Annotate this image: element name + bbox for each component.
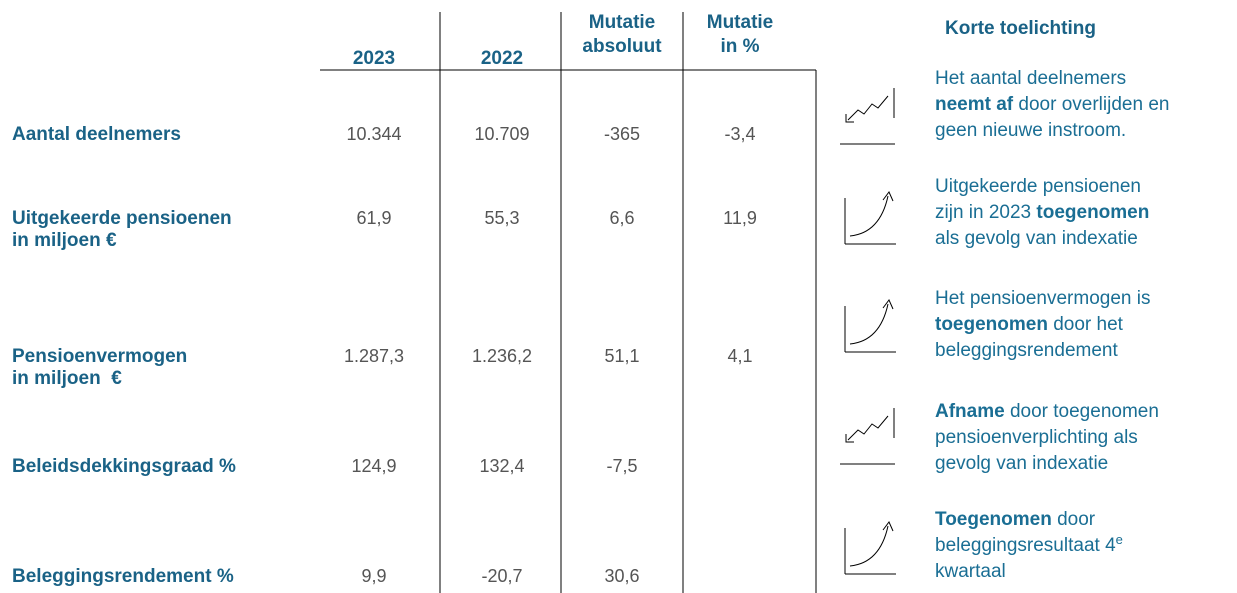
note-text: beleggingsresultaat 4 [935,535,1116,556]
row-label: Aantal deelnemers [12,124,181,145]
note-line: pensioenverplichting als [935,427,1138,448]
cell-value: 30,6 [604,566,639,586]
header-label: in % [720,36,759,57]
row-label: in miljoen € [12,230,117,251]
icon-arrow [845,114,854,123]
note-text: door [1052,509,1096,530]
note-line: beleggingsresultaat 4e [935,532,1123,557]
note-text: Afname [935,401,1005,422]
icon-arrow [882,521,894,532]
note-text: als gevolg van indexatie [935,228,1138,249]
header-label: 2023 [353,48,395,69]
note-line: toegenomen door het [935,314,1124,335]
row-label: in miljoen € [12,368,122,389]
note-line: Toegenomen door [935,509,1096,530]
cell-value: 6,6 [609,208,634,228]
header-explanation: Korte toelichting [945,18,1096,39]
table-row: Aantal deelnemers 10.344 10.709 -365 -3,4 Het… [12,68,1169,145]
note-line: Het pensioenvermogen is [935,288,1150,309]
cell-value: 10.709 [474,124,529,144]
icon-curve [849,195,889,237]
note-text: Het aantal deelnemers [935,68,1126,89]
note-line: Uitgekeerde pensioenen [935,176,1141,197]
cell-value: 1.236,2 [472,346,532,366]
table-row: Beleidsdekkingsgraad % 124,9 132,4 -7,5 Afna… [12,401,1159,477]
cell-value: 61,9 [356,208,391,228]
cell-value: 10.344 [346,124,401,144]
note-text: Uitgekeerde pensioenen [935,176,1141,197]
note-line: Het aantal deelnemers [935,68,1126,89]
cell-value: -7,5 [606,456,637,476]
header-label: Mutatie [707,12,774,33]
note-text: beleggingsrendement [935,340,1118,361]
cell-value: 4,1 [727,346,752,366]
icon-line [847,95,889,121]
cell-value: -3,4 [724,124,755,144]
icon-curve [849,525,889,567]
note-line: zijn in 2023 toegenomen [935,202,1149,223]
note-line: geen nieuwe instroom. [935,120,1126,141]
table-row: Beleggingsrendement % 9,9 -20,7 30,6 Toegeno… [12,509,1123,587]
header-label: Mutatie [589,12,656,33]
cell-value: 51,1 [604,346,639,366]
row-label: Uitgekeerde pensioenen [12,208,232,229]
cell-value: 11,9 [723,208,757,228]
note-text: toegenomen [935,314,1048,335]
header-label: 2022 [481,48,523,69]
row-label: Pensioenvermogen [12,346,187,367]
note-text: neemt af [935,94,1014,115]
note-line: Afname door toegenomen [935,401,1159,422]
note-line: gevolg van indexatie [935,453,1108,474]
row-label: Beleggingsrendement % [12,566,234,587]
cell-value: 55,3 [484,208,519,228]
cell-value: 1.287,3 [344,346,404,366]
note-line: als gevolg van indexatie [935,228,1138,249]
note-text: geen nieuwe instroom. [935,120,1126,141]
note-text: door toegenomen [1005,401,1159,422]
note-text: zijn in 2023 [935,202,1036,223]
note-text: door het [1048,314,1124,335]
note-text: kwartaal [935,561,1006,582]
note-text: Het pensioenvermogen is [935,288,1150,309]
cell-value: -20,7 [481,566,522,586]
icon-curve [849,303,889,345]
row-label: Beleidsdekkingsgraad % [12,456,236,477]
note-text: toegenomen [1036,202,1149,223]
note-line: beleggingsrendement [935,340,1118,361]
icon-line [847,415,889,441]
note-text: e [1116,532,1123,547]
note-text: pensioenverplichting als [935,427,1138,448]
cell-value: 9,9 [361,566,386,586]
header-label: absoluut [582,36,662,57]
note-text: Toegenomen [935,509,1052,530]
note-text: door overlijden en [1013,94,1169,115]
icon-arrow [845,434,854,443]
icon-arrow [882,191,894,202]
icon-arrow [882,299,894,310]
cell-value: -365 [604,124,640,144]
note-text: gevolg van indexatie [935,453,1108,474]
cell-value: 132,4 [479,456,524,476]
note-line: neemt af door overlijden en [935,94,1169,115]
cell-value: 124,9 [351,456,396,476]
note-line: kwartaal [935,561,1006,582]
